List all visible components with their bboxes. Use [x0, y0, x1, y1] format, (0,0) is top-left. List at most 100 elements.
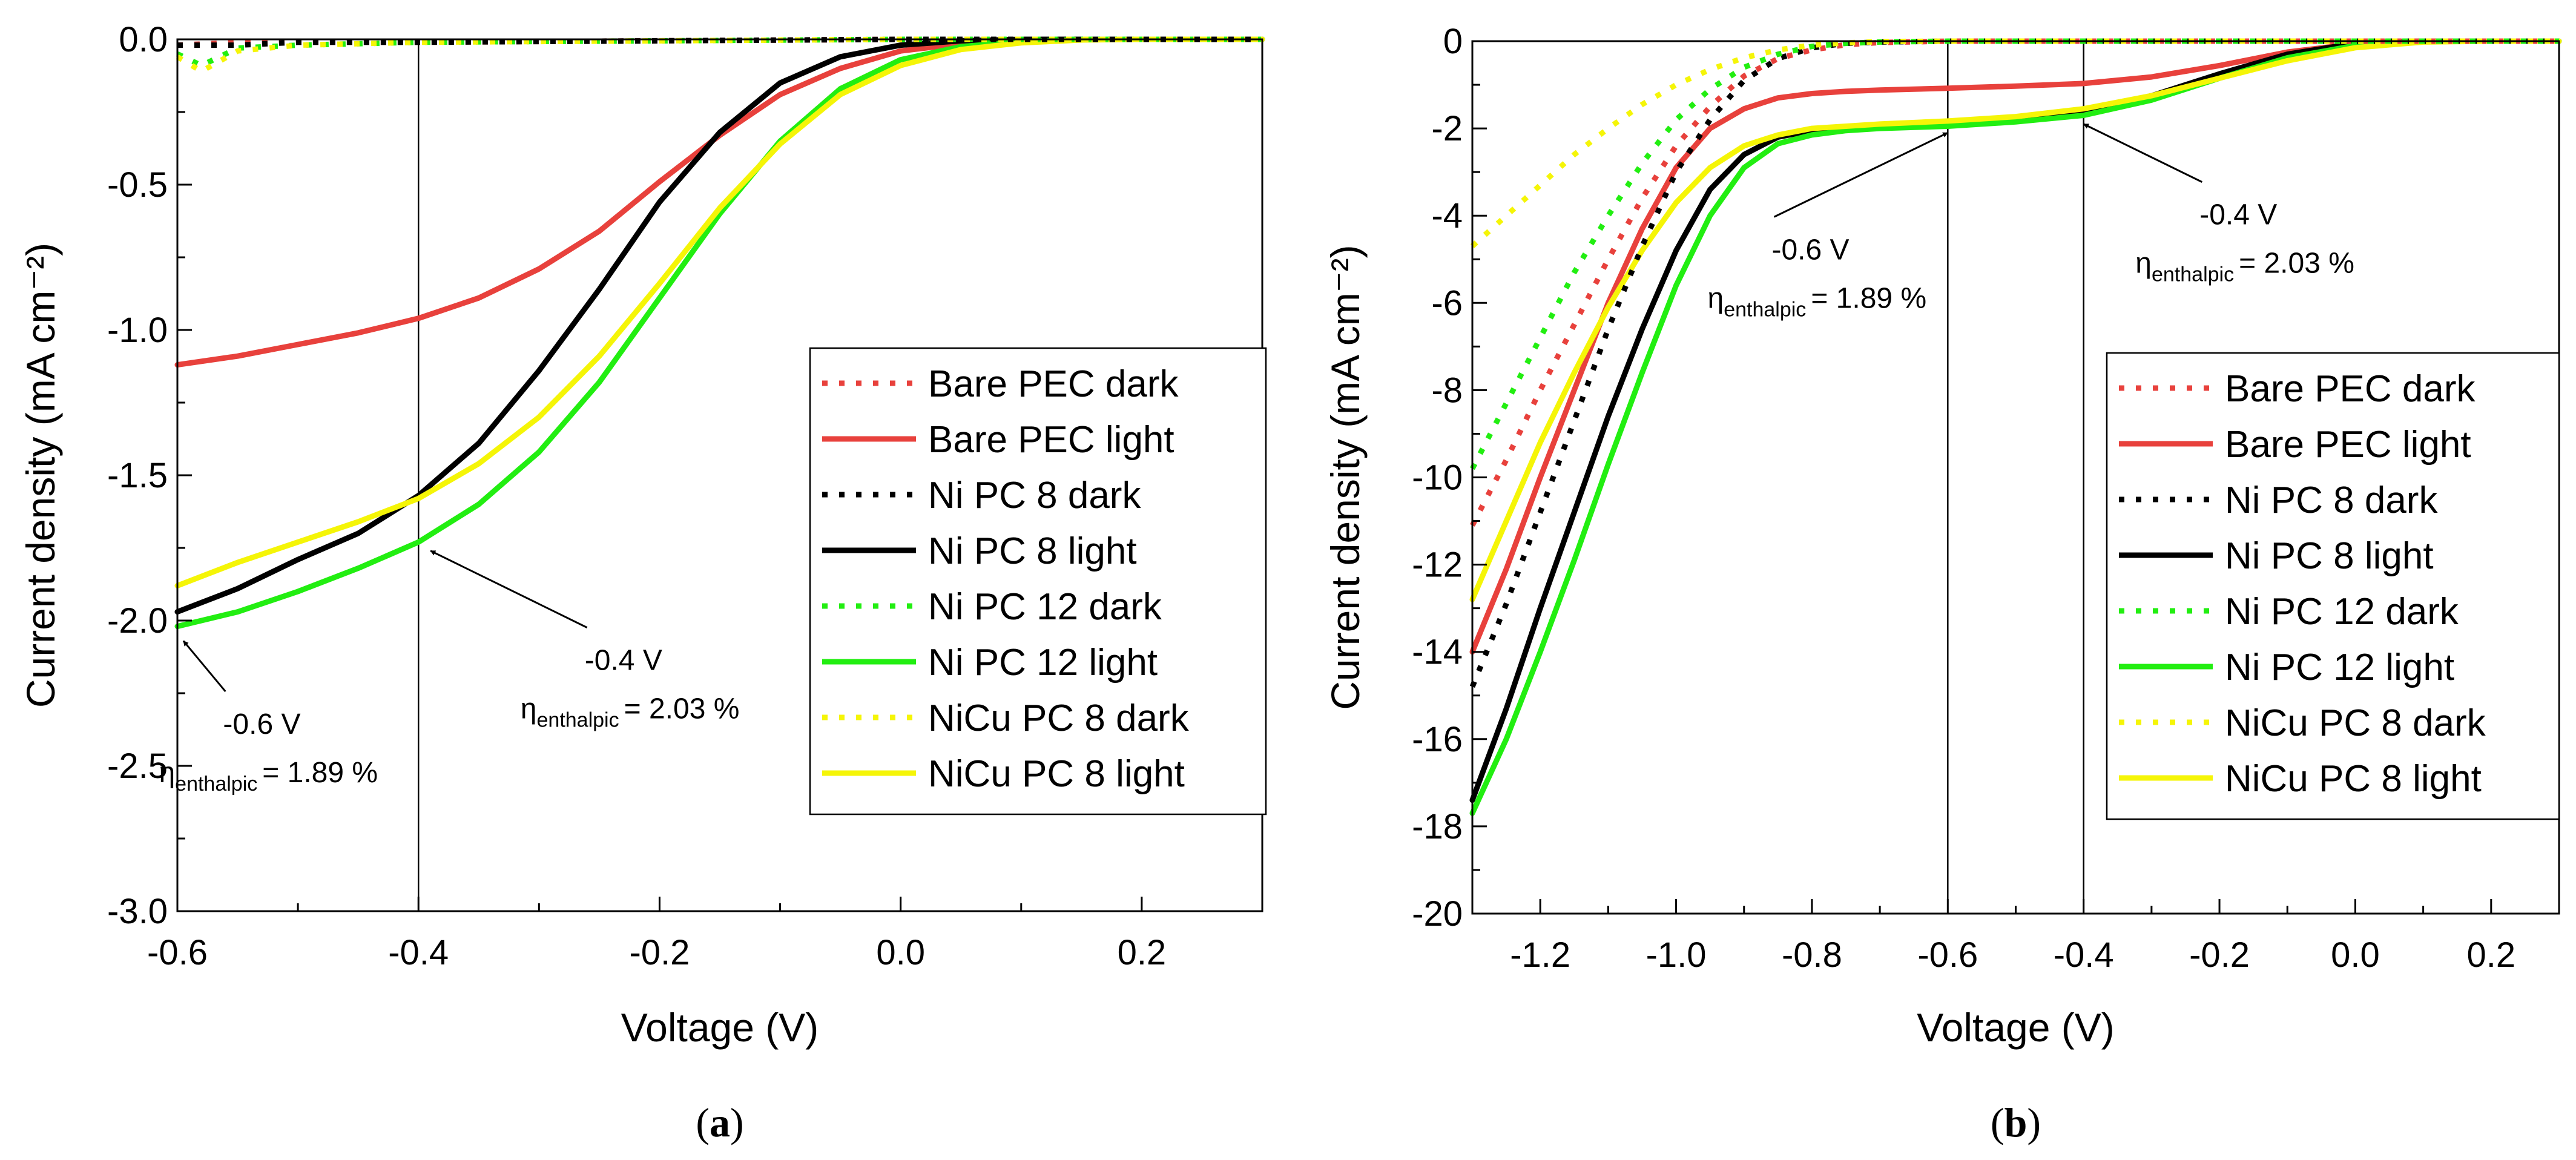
y-tick-label: -3.0 [107, 892, 168, 931]
legend-label: Bare PEC light [928, 419, 1174, 461]
x-axis-label: Voltage (V) [621, 1005, 819, 1050]
legend-entry: Ni PC 8 dark [2119, 479, 2438, 521]
x-tick-label: -0.2 [629, 933, 690, 972]
annotation-efficiency: ηenthalpic = 2.03 % [521, 693, 740, 732]
legend-entry: NiCu PC 8 dark [2119, 702, 2486, 744]
legend-box [809, 347, 1267, 816]
y-tick-label: -14 [1412, 633, 1463, 672]
y-tick-label: -0.5 [107, 165, 168, 205]
legend-entry: Bare PEC dark [2119, 368, 2476, 410]
y-tick-label: -8 [1431, 371, 1463, 410]
y-tick-label: -12 [1412, 545, 1463, 585]
y-tick-label: -2 [1431, 109, 1463, 148]
annotation-arrow [1773, 131, 1949, 218]
eta-subscript: enthalpic [537, 709, 619, 732]
y-tick-label: -6 [1431, 283, 1463, 323]
legend-entry: Ni PC 12 dark [822, 586, 1162, 628]
legend-label: Ni PC 8 light [928, 530, 1137, 572]
x-tick-label: -0.6 [147, 933, 208, 972]
legend-label: NiCu PC 8 dark [2225, 702, 2486, 744]
series-line-nicu-pc-8-light [1469, 38, 2562, 602]
legend-label: Ni PC 12 light [928, 642, 1158, 684]
eta-symbol: η [521, 693, 537, 725]
y-axis-label: Current density (mA cm⁻²) [18, 243, 63, 708]
series-line-nicu-pc-8-dark [1470, 38, 2559, 248]
legend-label: Bare PEC dark [2225, 368, 2476, 410]
annotation-voltage: -0.6 V [1771, 234, 1849, 266]
legend-label: Ni PC 12 dark [2225, 591, 2459, 633]
panel-label-paren: ( [1991, 1099, 2004, 1145]
eta-symbol: η [159, 757, 175, 789]
eta-symbol: η [2135, 248, 2152, 280]
chart-panel-b: -1.2 -1.0 -0.8 -0.6 -0.4 -0.2 0.0 0.2 0 -2 -4 -6 -8 -… [1323, 22, 2562, 1145]
legend-entry: Ni PC 8 light [2119, 535, 2434, 577]
y-tick-label: 0 [1443, 22, 1463, 61]
annotation-voltage: -0.6 V [223, 708, 300, 740]
y-tick-label: -4 [1431, 196, 1463, 236]
panel-label-paren: ) [730, 1099, 744, 1145]
annotation-voltage: -0.4 V [2199, 199, 2277, 231]
panel-label-paren: ( [696, 1099, 710, 1145]
panel-label-paren: ) [2027, 1099, 2041, 1145]
annotation-arrow [430, 550, 588, 628]
annotation-efficiency: ηenthalpic = 2.03 % [2135, 248, 2354, 286]
legend: Bare PEC dark Bare PEC light Ni PC 8 dark N… [809, 347, 1267, 816]
y-tick-label: -2.0 [107, 601, 168, 641]
eta-subscript: enthalpic [1724, 298, 1806, 321]
y-tick-label: -10 [1412, 458, 1463, 498]
annotation: -0.6 V ηenthalpic = 1.89 % [159, 640, 378, 796]
legend-label: Ni PC 8 dark [928, 475, 1141, 516]
eta-subscript: enthalpic [175, 773, 257, 796]
legend-label: NiCu PC 8 light [2225, 758, 2482, 800]
series-line-nicu-pc-8-dark [176, 36, 1262, 74]
y-tick-label: 0.0 [119, 20, 168, 59]
y-tick-label: -16 [1412, 720, 1463, 759]
series-line-bare-pec-light [174, 36, 1265, 368]
legend-entry: Bare PEC light [822, 419, 1174, 461]
eta-subscript: enthalpic [2152, 263, 2234, 286]
annotation-voltage: -0.4 V [585, 645, 662, 677]
annotation-arrow [182, 640, 226, 693]
legend-entry: Bare PEC light [2119, 424, 2471, 466]
legend-label: Bare PEC light [2225, 424, 2471, 466]
x-tick-label: -1.2 [1510, 935, 1570, 975]
eta-value: = 1.89 % [262, 757, 378, 789]
annotation: -0.6 V ηenthalpic = 1.89 % [1708, 131, 1949, 321]
legend-box [2106, 352, 2560, 820]
legend: Bare PEC dark Bare PEC light Ni PC 8 dark N… [2106, 352, 2560, 820]
legend-entry: Bare PEC dark [822, 363, 1179, 405]
legend-entry: Ni PC 8 dark [822, 475, 1141, 516]
x-tick-label: -0.6 [1917, 935, 1978, 975]
annotation: -0.4 V ηenthalpic = 2.03 % [2083, 123, 2354, 286]
y-tick-label: -1.5 [107, 456, 168, 495]
legend-entry: NiCu PC 8 dark [822, 697, 1190, 739]
eta-value: = 2.03 % [2239, 248, 2354, 280]
x-tick-label: 0.2 [2466, 935, 2515, 975]
legend-entry: NiCu PC 8 light [2119, 758, 2482, 800]
annotation: -0.4 V ηenthalpic = 2.03 % [430, 550, 740, 732]
legend-entry: Ni PC 12 light [822, 642, 1158, 684]
y-tick-label: -2.5 [107, 746, 168, 786]
panel-label-letter: b [2004, 1099, 2028, 1145]
eta-value: = 2.03 % [624, 693, 740, 725]
x-tick-label: -0.8 [1782, 935, 1842, 975]
y-axis-label: Current density (mA cm⁻²) [1323, 245, 1368, 710]
legend-entry: NiCu PC 8 light [822, 753, 1185, 795]
legend-label: Ni PC 8 light [2225, 535, 2434, 577]
x-tick-label: -1.0 [1646, 935, 1707, 975]
eta-value: = 1.89 % [1811, 282, 1926, 314]
panel-label-letter: a [710, 1099, 730, 1145]
y-tick-label: -18 [1412, 807, 1463, 846]
annotation-arrow [2083, 123, 2202, 183]
x-tick-label: -0.4 [2054, 935, 2114, 975]
legend-label: Bare PEC dark [928, 363, 1179, 405]
series-line-nicu-pc-8-light [174, 36, 1265, 588]
x-tick-label: 0.0 [2331, 935, 2380, 975]
series-line-ni-pc-8-dark [177, 36, 1262, 48]
eta-symbol: η [1708, 282, 1724, 314]
panel-label: (a) [696, 1099, 743, 1145]
y-tick-label: -20 [1412, 894, 1463, 934]
annotation-efficiency: ηenthalpic = 1.89 % [159, 757, 378, 796]
legend-label: NiCu PC 8 dark [928, 697, 1190, 739]
x-tick-label: 0.0 [876, 933, 925, 972]
